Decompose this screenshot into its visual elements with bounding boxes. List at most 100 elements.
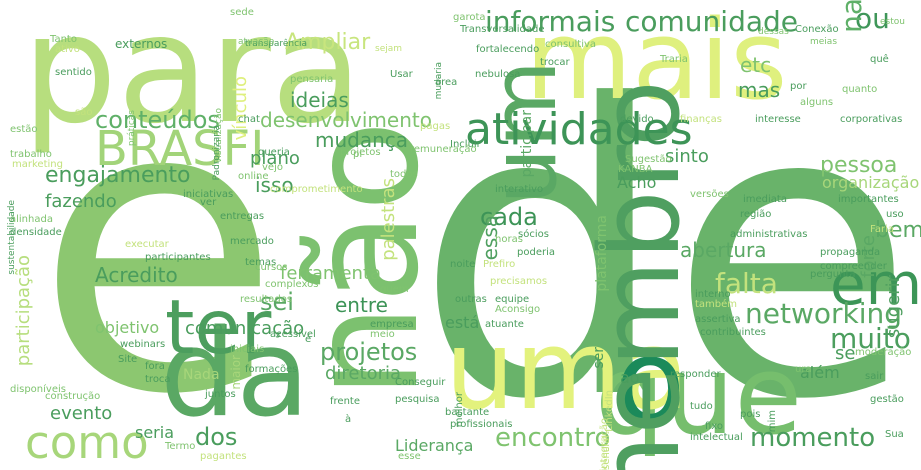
- cloud-word-acredito: Acredito: [95, 263, 178, 287]
- cloud-word-comunidade: comunidade: [625, 5, 799, 38]
- cloud-word-site: Site: [118, 354, 138, 365]
- cloud-word-frente: frente: [330, 396, 360, 407]
- cloud-word-brasfi: BRASFI: [95, 121, 265, 177]
- cloud-word-participantes: participantes: [145, 252, 211, 263]
- cloud-word-corporativas: corporativas: [840, 114, 903, 125]
- cloud-word-garota: garota: [453, 12, 486, 23]
- cloud-word-resultados: resultados: [240, 294, 293, 305]
- cloud-word-esta: está: [445, 313, 480, 332]
- cloud-word-incluir: Incluir: [450, 139, 481, 150]
- cloud-word-sede: sede: [230, 7, 254, 18]
- cloud-word-falta: falta: [715, 267, 778, 300]
- cloud-word-sejam: sejam: [375, 44, 403, 54]
- cloud-word-pergunta: pergunta: [810, 269, 856, 280]
- cloud-word-fora: fora: [145, 361, 165, 372]
- cloud-word-profissionais: profissionais: [450, 419, 513, 430]
- cloud-word-dos: dos: [195, 423, 238, 451]
- cloud-word-ferramenta: ferramenta: [280, 263, 382, 284]
- cloud-word-objetivo: objetivo: [95, 318, 160, 337]
- cloud-word-etc: etc: [740, 53, 772, 77]
- cloud-word-ura: ura: [795, 364, 812, 375]
- cloud-word-em: em: [830, 250, 921, 318]
- cloud-word-ativo: ativo: [55, 44, 80, 55]
- cloud-word-pois: pois: [740, 409, 761, 420]
- cloud-word-alem: além: [800, 363, 840, 382]
- cloud-word-administrativas: administrativas: [730, 229, 808, 240]
- cloud-word-a: à: [345, 414, 352, 425]
- cloud-word-entre: entre: [335, 293, 388, 317]
- cloud-word-bastante: bastante: [445, 407, 490, 418]
- cloud-word-horas: horas: [495, 234, 523, 245]
- cloud-word-que: quê: [870, 54, 889, 65]
- cloud-word-assertiva: assertiva: [695, 314, 741, 325]
- cloud-word-integracao: integração: [599, 418, 610, 470]
- cloud-word-pensaria: pensaria: [290, 74, 334, 85]
- cloud-word-nebulosa: nebulosa: [475, 69, 521, 80]
- cloud-word-online: online: [238, 171, 269, 182]
- cloud-word-plataforma: plataforma: [594, 215, 610, 292]
- cloud-word-projetos: projetos: [320, 338, 418, 366]
- cloud-word-quanto: quanto: [842, 84, 878, 95]
- cloud-word-alguns: alguns: [800, 97, 834, 108]
- cloud-word-prefiro: Prefiro: [483, 259, 516, 270]
- cloud-word-versoes: versões: [690, 189, 729, 200]
- cloud-word-importantes: importantes: [838, 194, 899, 205]
- cloud-word-abertura: abertura: [680, 238, 767, 262]
- cloud-word-acho: Acho: [617, 173, 657, 192]
- cloud-word-empresa: empresa: [370, 319, 414, 330]
- cloud-word-quem: quem: [380, 284, 409, 295]
- cloud-word-muito: muito: [830, 322, 911, 355]
- cloud-word-mais: mais: [525, 0, 788, 124]
- cloud-word-usar: Usar: [390, 69, 413, 80]
- cloud-word-vinculo: vínculo: [230, 76, 251, 141]
- cloud-word-ter: ter: [165, 283, 272, 371]
- cloud-word-outras: outras: [455, 294, 487, 305]
- cloud-word-uso: uso: [886, 209, 904, 220]
- cloud-word-lideranca: Liderança: [395, 436, 474, 455]
- cloud-word-isso: isso: [255, 173, 294, 197]
- cloud-word-fortalecendo: fortalecendo: [476, 44, 540, 55]
- cloud-word-iniciativas: iniciativas: [183, 189, 234, 200]
- cloud-word-atuacao: atuação: [238, 37, 275, 47]
- cloud-word-meio: meio: [370, 329, 395, 340]
- cloud-word-participar: participar: [519, 110, 535, 178]
- cloud-word-engajamento: engajamento: [45, 163, 191, 188]
- cloud-word-faria: Faria: [870, 224, 894, 235]
- cloud-word-responder: responder: [670, 369, 721, 380]
- cloud-word-da: da: [160, 305, 310, 444]
- cloud-word-interno: interno: [695, 289, 731, 300]
- cloud-word-sair: sair: [865, 371, 884, 382]
- cloud-word-area: área: [435, 77, 458, 88]
- cloud-word-tambem: também: [695, 299, 738, 310]
- cloud-word-entregas: entregas: [220, 211, 265, 222]
- cloud-word-kanba: KANBA: [618, 164, 653, 175]
- cloud-word-propaganda: propaganda: [820, 247, 881, 258]
- cloud-word-consultiva: consultiva: [545, 39, 597, 50]
- cloud-word-chat: chat: [238, 114, 260, 125]
- cloud-word-devido: devido: [620, 114, 654, 125]
- cloud-word-remuneracao: remuneração: [410, 144, 477, 155]
- cloud-word-cada: cada: [480, 203, 538, 231]
- cloud-word-dessas: dessas: [758, 27, 789, 37]
- cloud-word-formacoes: formações: [245, 364, 298, 375]
- cloud-word-pagantes: pagantes: [200, 451, 247, 462]
- cloud-word-fixo: fixo: [705, 421, 724, 432]
- cloud-word-praticas: práticas: [127, 110, 137, 147]
- cloud-word-estou: estou: [880, 17, 905, 27]
- cloud-word-sua: Sua: [885, 429, 904, 440]
- cloud-word-trocar: trocar: [540, 57, 570, 68]
- cloud-word-pessoa: pessoa: [820, 153, 898, 178]
- cloud-word-por: por: [790, 81, 807, 92]
- cloud-word-e: e: [35, 17, 282, 470]
- cloud-word-evento: evento: [50, 403, 113, 424]
- cloud-word-estao: estão: [10, 124, 38, 135]
- cloud-word-imediata: imediata: [743, 194, 787, 205]
- cloud-word-densidade: densidade: [10, 227, 62, 238]
- cloud-word-webinars: webinars: [120, 339, 166, 350]
- cloud-word-comprometimento: comprometimento: [270, 184, 363, 195]
- cloud-word-financas: finanças: [680, 114, 722, 125]
- cloud-word-bem: bem: [875, 218, 921, 243]
- cloud-word-seria: seria: [135, 423, 175, 442]
- cloud-word-temas: temas: [245, 257, 277, 268]
